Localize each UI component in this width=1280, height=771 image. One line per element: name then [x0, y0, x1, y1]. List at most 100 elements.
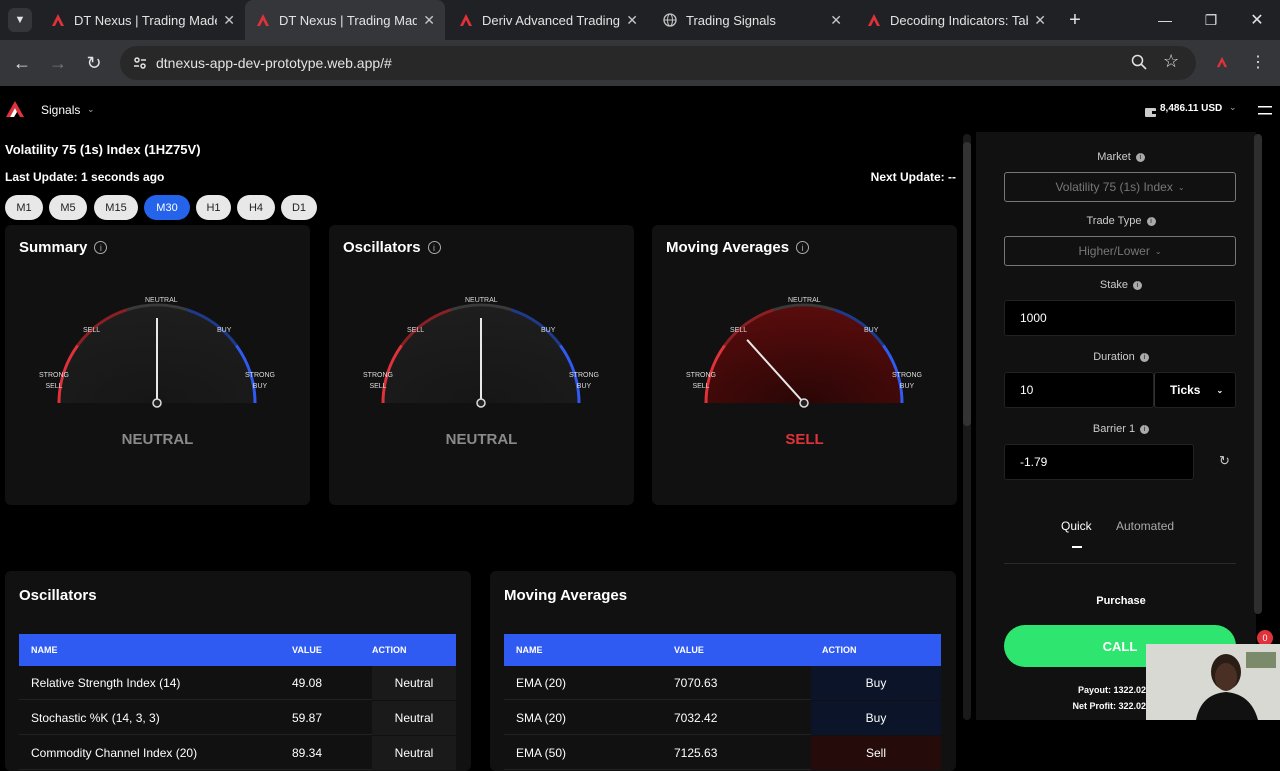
browser-tab-active[interactable]: DT Nexus | Trading Made ✕ [245, 0, 445, 40]
new-tab-plus-icon[interactable]: + [1069, 8, 1081, 31]
url-field[interactable]: dtnexus-app-dev-prototype.web.app/# ☆ [120, 46, 1196, 80]
zoom-icon[interactable] [1131, 54, 1147, 73]
gauge-label-neutral: NEUTRAL [788, 297, 821, 304]
nav-signals-label[interactable]: Signals [41, 103, 81, 117]
top-navigation: Signals ⌄ 8,486.11 USD ⌄ [0, 88, 1280, 132]
moving-averages-table-card: Moving Averages NAME VALUE ACTION EMA (2… [490, 571, 956, 771]
gauge-arc [381, 344, 403, 404]
forward-arrow-icon[interactable]: → [49, 52, 67, 73]
gauge-arc [510, 308, 562, 347]
timeframe-h4[interactable]: H4 [237, 195, 275, 220]
info-icon[interactable]: i [1140, 424, 1150, 434]
chevron-down-icon[interactable]: ⌄ [1229, 102, 1237, 112]
main-scrollbar-thumb[interactable] [963, 142, 971, 426]
hamburger-menu-icon[interactable] [1258, 103, 1272, 121]
browser-tab[interactable]: DT Nexus | Trading Made ✕ [40, 0, 245, 40]
oscillators-gauge-card: Oscillators i NEUTRAL SELL BUY STRONG SEL… [329, 225, 634, 505]
col-name: NAME [516, 645, 543, 655]
trade-type-select[interactable]: Higher/Lower ⌄ [1004, 236, 1236, 266]
barrier-input[interactable]: -1.79 [1004, 444, 1194, 480]
gauge-label-sell: SELL [730, 327, 748, 334]
summary-gauge-card: Summary i NEUTRAL SELL BUY STRONG SELL ST… [5, 225, 310, 505]
gauge-arc [704, 344, 726, 404]
back-arrow-icon[interactable]: ← [13, 52, 31, 73]
gauge-dial [57, 303, 257, 408]
info-icon[interactable]: i [1139, 352, 1149, 362]
gauge-label-buy: BUY [541, 327, 556, 334]
table-row: Commodity Channel Index (20) 89.34 Neutr… [19, 735, 456, 770]
close-icon[interactable]: ✕ [223, 11, 235, 28]
notification-badge[interactable]: 0 [1257, 630, 1273, 646]
trade-type-select-value: Higher/Lower [1078, 244, 1150, 258]
timeframe-m5[interactable]: M5 [49, 195, 87, 220]
timeframe-m15[interactable]: M15 [94, 195, 138, 220]
close-icon[interactable]: ✕ [830, 11, 842, 28]
browser-tab[interactable]: Decoding Indicators: Tabl ✕ [856, 0, 1056, 40]
dt-nexus-logo-icon[interactable] [5, 100, 25, 123]
info-icon[interactable]: i [1135, 152, 1145, 162]
close-window-icon[interactable]: ✕ [1250, 12, 1264, 29]
gauge-dial [704, 303, 904, 408]
market-select[interactable]: Volatility 75 (1s) Index ⌄ [1004, 172, 1236, 202]
info-icon[interactable]: i [1133, 280, 1143, 290]
gauge-face [706, 305, 902, 403]
gauge-label-sell: SELL [407, 327, 425, 334]
bookmark-star-icon[interactable]: ☆ [1163, 51, 1180, 71]
next-update: Next Update: -- [870, 170, 956, 184]
gauge-arc [400, 308, 452, 347]
timeframe-h1[interactable]: H1 [196, 195, 231, 220]
col-action: ACTION [822, 645, 857, 655]
timeframe-m1[interactable]: M1 [5, 195, 43, 220]
duration-input[interactable]: 10 [1004, 372, 1154, 408]
main-scrollbar-track[interactable] [963, 134, 971, 720]
browser-tab[interactable]: Trading Signals ✕ [652, 0, 852, 40]
indicator-value: 7125.63 [674, 745, 718, 760]
col-value: VALUE [674, 645, 704, 655]
tab-title: Decoding Indicators: Tabl [890, 12, 1029, 28]
duration-label: Duration i [976, 351, 1266, 363]
gauge-dial [381, 303, 581, 408]
panel-scrollbar-thumb[interactable] [1254, 134, 1262, 614]
gauge-label-buy: BUY [217, 327, 232, 334]
close-icon[interactable]: ✕ [626, 11, 638, 28]
site-settings-icon[interactable] [132, 55, 148, 74]
restore-icon[interactable]: ❐ [1204, 11, 1218, 28]
gauge-pivot [799, 398, 809, 408]
chevron-down-icon[interactable]: ⌄ [87, 104, 95, 114]
indicator-name: Stochastic %K (14, 3, 3) [31, 710, 160, 725]
tab-automated[interactable]: Automated [1116, 519, 1175, 533]
info-icon[interactable]: i [796, 241, 810, 254]
info-icon[interactable]: i [1146, 216, 1156, 226]
indicator-name: Commodity Channel Index (20) [31, 745, 198, 760]
close-icon[interactable]: ✕ [1034, 11, 1046, 28]
account-balance[interactable]: 8,486.11 USD [1160, 103, 1223, 114]
stake-input[interactable]: 1000 [1004, 300, 1236, 336]
gauge-arc [235, 344, 257, 404]
reset-barrier-icon[interactable]: ↻ [1219, 453, 1230, 468]
browser-menu-icon[interactable]: ⋮ [1250, 54, 1266, 71]
reload-icon[interactable]: ↻ [86, 52, 102, 73]
minimize-icon[interactable]: — [1158, 12, 1172, 28]
gauge-title: Moving Averages [666, 239, 790, 256]
net-profit-text: Net Profit: 322.02 [1072, 701, 1146, 711]
indicator-value: 89.34 [292, 745, 323, 760]
indicator-value: 7032.42 [674, 710, 718, 725]
timeframe-d1[interactable]: D1 [281, 195, 317, 220]
tab-quick[interactable]: Quick [1061, 519, 1092, 533]
close-icon[interactable]: ✕ [423, 11, 435, 28]
info-icon[interactable]: i [94, 241, 108, 254]
duration-unit-select[interactable]: Ticks ⌄ [1154, 372, 1236, 408]
wallet-icon [1145, 104, 1156, 122]
indicator-action: Neutral [372, 700, 456, 735]
info-icon[interactable]: i [427, 241, 441, 254]
trade-type-label-text: Trade Type [1086, 215, 1142, 227]
indicator-action: Neutral [372, 735, 456, 770]
indicator-value: 49.08 [292, 675, 323, 690]
divider [1004, 563, 1236, 564]
browser-tab[interactable]: Deriv Advanced Trading C ✕ [448, 0, 648, 40]
timeframe-m30[interactable]: M30 [144, 195, 190, 220]
gauge-title: Oscillators [343, 239, 421, 256]
duration-unit-value: Ticks [1170, 383, 1201, 397]
extension-icon[interactable] [1216, 55, 1228, 73]
tab-search-dropdown-icon[interactable]: ▼ [8, 8, 32, 32]
